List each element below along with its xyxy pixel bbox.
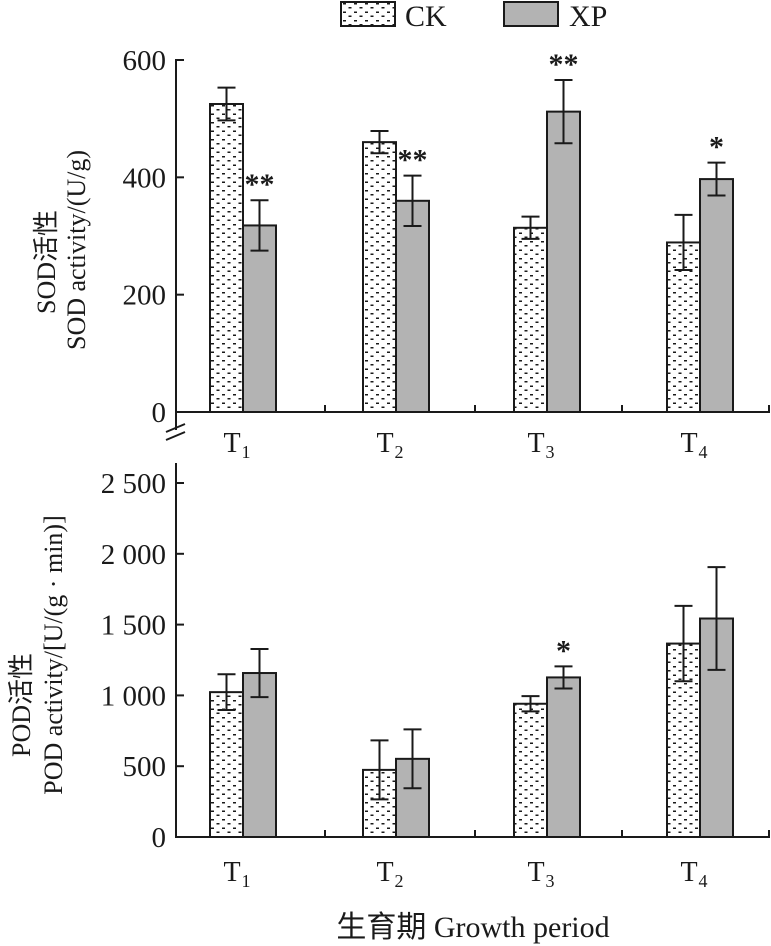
sod-bar-ck-2 — [362, 141, 397, 413]
pod-x-tick-label-1: T1 — [223, 857, 250, 891]
pod-y-tick-label-2500: 2 500 — [101, 468, 166, 500]
sod-ylabel-line2: SOD activity/(U/g) — [62, 150, 91, 350]
legend: CK XP — [340, 0, 607, 33]
axis-break-marks — [165, 423, 186, 441]
sod-bar-xp-2 — [395, 199, 430, 413]
pod-bar-xp-3 — [546, 676, 581, 839]
pod-significance-xp-3: * — [556, 634, 571, 667]
legend-swatch-xp — [503, 1, 559, 27]
sod-x-tick-label-1: T1 — [223, 428, 250, 462]
sod-significance-xp-4: * — [709, 131, 724, 164]
pod-y-tick-label-1000: 1 000 — [101, 680, 166, 712]
sod-y-tick-label-600: 600 — [123, 45, 167, 77]
legend-label-ck: CK — [405, 0, 447, 33]
sod-x-tick-label-2: T2 — [376, 428, 403, 462]
legend-item-ck: CK — [340, 0, 447, 33]
sod-y-tick-label-0: 0 — [152, 397, 167, 429]
sod-bar-xp-4 — [699, 178, 734, 413]
pod-bar-ck-1 — [209, 691, 244, 838]
pod-y-tick-label-2000: 2 000 — [101, 539, 166, 571]
sod-significance-xp-3: ** — [549, 48, 579, 81]
pod-y-tick-label-1500: 1 500 — [101, 610, 166, 642]
sod-x-tick-label-3: T3 — [527, 428, 554, 462]
pod-x-tick-label-4: T4 — [680, 857, 707, 891]
legend-item-xp: XP — [503, 0, 607, 33]
sod-y-tick-label-400: 400 — [123, 162, 167, 194]
legend-swatch-ck — [340, 1, 396, 27]
pod-panel: POD活性 POD activity/[U/(g · min)] * 0 500 1 … — [7, 463, 770, 891]
pod-x-tick-label-2: T2 — [376, 857, 403, 891]
sod-bar-ck-1 — [209, 103, 244, 413]
sod-significance-xp-2: ** — [398, 144, 428, 177]
sod-bar-xp-3 — [546, 110, 581, 413]
sod-ylabel-line1: SOD活性 — [32, 210, 61, 314]
sod-x-tick-label-4: T4 — [680, 428, 707, 462]
sod-bar-ck-3 — [513, 226, 548, 413]
sod-panel: SOD活性 SOD activity/(U/g) *******02004006… — [32, 45, 770, 462]
pod-x-tick-label-3: T3 — [527, 857, 554, 891]
pod-y-tick-label-500: 500 — [123, 751, 167, 783]
x-axis-title: 生育期 Growth period — [336, 911, 609, 944]
pod-ylabel-line2: POD activity/[U/(g · min)] — [39, 515, 68, 794]
pod-bar-ck-3 — [513, 702, 548, 838]
pod-ylabel-line1: POD活性 — [7, 653, 36, 757]
sod-y-tick-label-200: 200 — [123, 280, 167, 312]
pod-y-tick-label-0: 0 — [152, 822, 167, 854]
sod-significance-xp-1: ** — [245, 168, 275, 201]
legend-label-xp: XP — [569, 0, 607, 33]
sod-bar-xp-1 — [242, 224, 277, 413]
